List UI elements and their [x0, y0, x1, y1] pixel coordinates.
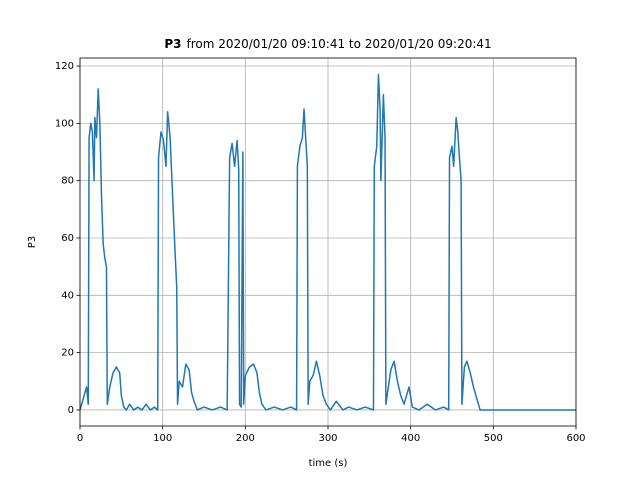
y-tick-label: 120 — [55, 61, 74, 72]
y-tick-label: 80 — [61, 176, 74, 187]
y-tick-label: 0 — [68, 405, 74, 416]
x-tick-label: 600 — [566, 433, 585, 444]
data-line — [79, 73, 576, 411]
chart-title-group: P3 from 2020/01/20 09:10:41 to 2020/01/20… — [164, 37, 491, 51]
y-tick-label: 100 — [55, 118, 74, 129]
x-tick-label: 500 — [484, 433, 503, 444]
x-tick-label: 400 — [401, 433, 420, 444]
y-axis-label: P3 — [27, 236, 38, 248]
y-tick-label: 40 — [61, 290, 74, 301]
y-tick-label: 20 — [61, 348, 74, 359]
x-tick-label: 0 — [77, 433, 83, 444]
x-tick-label: 300 — [318, 433, 337, 444]
y-tick-label: 60 — [61, 233, 74, 244]
x-tick-label: 100 — [153, 433, 172, 444]
chart-title: from 2020/01/20 09:10:41 to 2020/01/20 0… — [186, 37, 491, 51]
x-axis-label: time (s) — [309, 458, 348, 469]
x-tick-label: 200 — [236, 433, 255, 444]
plot-frame — [79, 57, 577, 427]
chart-title-bold: P3 — [164, 37, 181, 51]
